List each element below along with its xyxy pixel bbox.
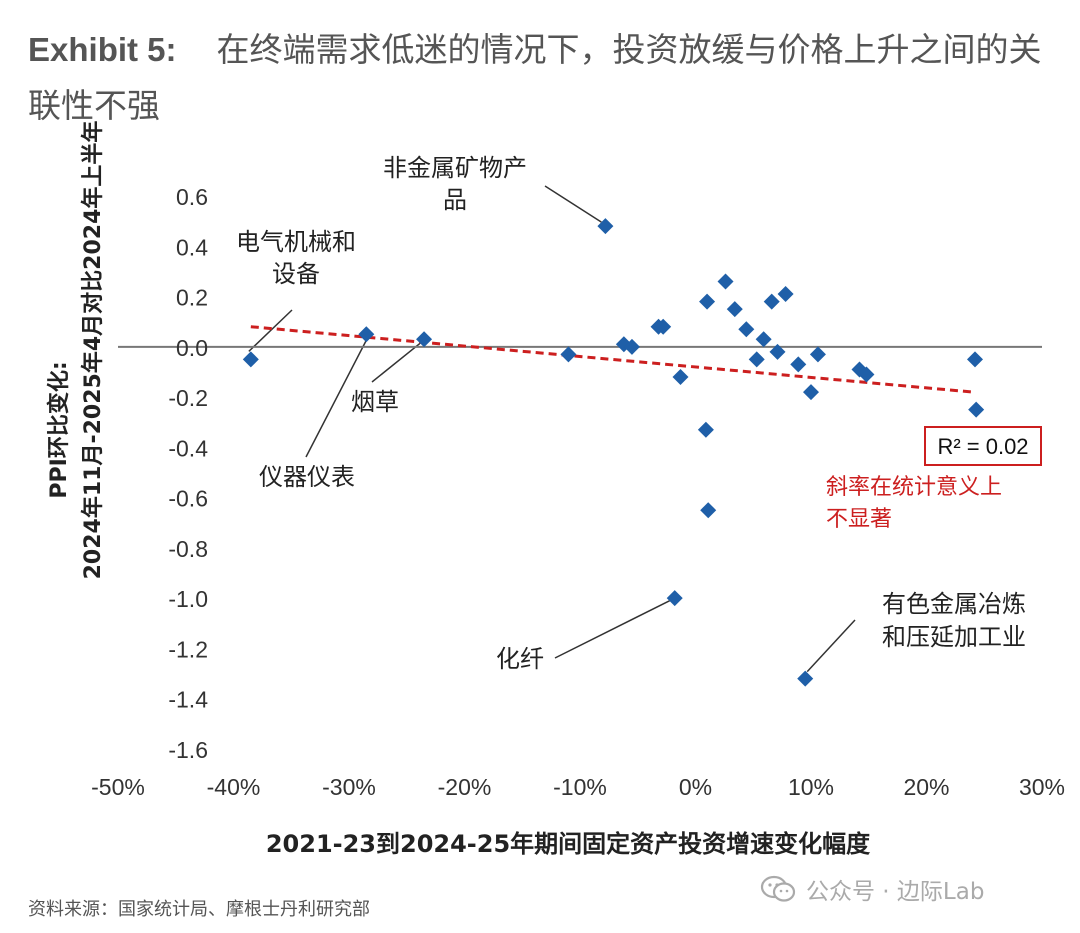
annotation-leader-line <box>806 619 856 673</box>
trendline-group <box>250 325 973 394</box>
x-tick-label: 10% <box>788 774 834 800</box>
data-point <box>560 346 577 363</box>
data-point <box>748 351 765 368</box>
annotation-leader-line <box>371 342 421 383</box>
annotation-label: 化纤 <box>496 645 544 673</box>
y-tick-label: -1.2 <box>168 636 208 662</box>
annotation-label: 和压延加工业 <box>882 623 1026 651</box>
scatter-chart: 0.6 0.4 0.2 0.0 -0.2 -0.4 -0.6 -0.8 -1.0 -1.2 -1.4… <box>46 121 1065 858</box>
data-point <box>858 366 875 383</box>
y-tick-label: -1.4 <box>168 687 208 713</box>
x-tick-label: 0% <box>679 774 712 800</box>
data-point <box>738 321 755 338</box>
r2-box <box>924 426 1042 466</box>
annotation-leader-lines <box>248 185 856 673</box>
watermark: 公众号 · 边际Lab <box>760 872 984 906</box>
y-tick-label: 0.0 <box>176 335 208 361</box>
data-point <box>700 502 717 519</box>
x-tick-label: -30% <box>322 774 376 800</box>
data-point <box>655 318 672 335</box>
data-point <box>769 343 786 360</box>
annotation-leader-line <box>248 309 293 352</box>
annotation-label: 电气机械和 <box>236 228 356 256</box>
annotation-leader-line <box>544 185 602 223</box>
wechat-icon <box>760 875 796 902</box>
data-point <box>623 338 640 355</box>
data-points <box>242 218 985 687</box>
data-point <box>699 293 716 310</box>
y-axis-label-line2: 2024年11月-2025年4月对比2024年上半年 <box>80 121 106 580</box>
y-tick-label: 0.6 <box>176 184 208 210</box>
watermark-text: 公众号 · 边际Lab <box>806 879 985 905</box>
x-tick-label: -40% <box>207 774 261 800</box>
data-point <box>967 351 984 368</box>
data-point <box>726 301 743 318</box>
data-point <box>666 590 683 607</box>
data-point <box>809 346 826 363</box>
y-tick-label: -0.6 <box>168 486 208 512</box>
data-point <box>755 331 772 348</box>
y-tick-label: -0.2 <box>168 385 208 411</box>
exhibit-label: Exhibit 5: <box>28 31 177 68</box>
y-axis-label-group: PPI环比变化: 2024年11月-2025年4月对比2024年上半年 <box>46 121 106 580</box>
source-note: 资料来源：国家统计局、摩根士丹利研究部 <box>28 899 370 920</box>
x-axis-label: 2021-23到2024-25年期间固定资产投资增速变化幅度 <box>266 830 871 858</box>
annotation-label: 非金属矿物产 <box>383 154 527 182</box>
slope-note: 斜率在统计意义上 <box>826 475 1002 500</box>
x-tick-label: 20% <box>903 774 949 800</box>
x-tick-label: -10% <box>553 774 607 800</box>
data-point <box>358 326 375 343</box>
data-point <box>763 293 780 310</box>
data-point <box>672 368 689 385</box>
annotation-leader-line <box>305 339 367 458</box>
data-point <box>717 273 734 290</box>
annotation-label: 烟草 <box>351 388 399 416</box>
slope-note: 不显著 <box>826 507 892 532</box>
y-axis-label-line1: PPI环比变化: <box>46 361 72 498</box>
data-point <box>790 356 807 373</box>
data-point <box>697 421 714 438</box>
data-point <box>968 401 985 418</box>
annotation-label: 品 <box>443 186 467 214</box>
annotation-label: 设备 <box>272 260 320 288</box>
data-point <box>242 351 259 368</box>
chart-title: Exhibit 5: 在终端需求低迷的情况下，投资放缓与价格上升之间的关联性不强 <box>28 22 1068 134</box>
data-point <box>803 384 819 401</box>
x-tick-label: -20% <box>438 774 492 800</box>
title-text: 在终端需求低迷的情况下，投资放缓与价格上升之间的关联性不强 <box>28 30 1042 125</box>
x-tick-label: 30% <box>1019 774 1065 800</box>
annotation-leader-line <box>554 599 672 659</box>
y-tick-label: 0.2 <box>176 285 208 311</box>
y-tick-label: -0.8 <box>168 536 208 562</box>
x-tick-label: -50% <box>91 774 145 800</box>
y-tick-label: -1.6 <box>168 737 208 763</box>
r2-label: R² = 0.02 <box>937 434 1028 459</box>
data-point <box>416 331 433 348</box>
data-point <box>597 218 614 235</box>
annotation-label: 仪器仪表 <box>259 463 355 491</box>
y-tick-label: 0.4 <box>176 234 208 260</box>
trendline <box>250 325 973 394</box>
data-point <box>777 286 794 303</box>
annotation-label: 有色金属冶炼 <box>882 590 1026 618</box>
y-tick-label: -0.4 <box>168 435 208 461</box>
y-tick-label: -1.0 <box>168 586 208 612</box>
axes: 0.6 0.4 0.2 0.0 -0.2 -0.4 -0.6 -0.8 -1.0 -1.2 -1.4… <box>46 121 1065 858</box>
data-point <box>797 670 814 687</box>
